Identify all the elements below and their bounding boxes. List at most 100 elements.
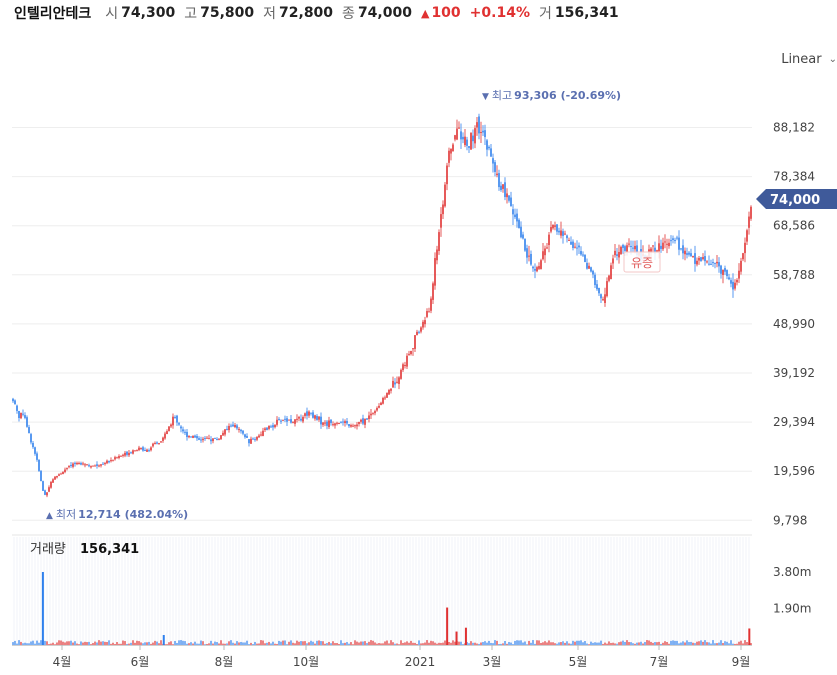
volume-bar bbox=[688, 642, 690, 645]
volume-bar bbox=[588, 644, 590, 645]
candle-body bbox=[460, 131, 462, 140]
volume-bar bbox=[86, 642, 88, 645]
candle-body bbox=[256, 436, 258, 440]
volume-bar bbox=[310, 640, 312, 645]
candle-body bbox=[498, 173, 500, 188]
candle-body bbox=[712, 262, 714, 264]
volume-bar bbox=[710, 643, 712, 645]
volume-bar bbox=[426, 640, 428, 645]
rights-offering-marker[interactable]: 유증 bbox=[623, 251, 661, 273]
volume-bar bbox=[358, 642, 360, 645]
candle-body bbox=[542, 251, 544, 260]
candle-body bbox=[40, 471, 42, 482]
candle-body bbox=[512, 209, 514, 215]
volume-bar bbox=[694, 643, 696, 645]
volume-bar bbox=[184, 641, 186, 645]
candle-body bbox=[164, 433, 166, 439]
candle-body bbox=[378, 405, 380, 408]
volume-bar bbox=[450, 642, 452, 645]
volume-bar bbox=[260, 640, 262, 645]
volume-bar bbox=[34, 643, 36, 645]
volume-bar bbox=[536, 640, 538, 645]
volume-bar bbox=[154, 640, 156, 645]
candle-body bbox=[556, 224, 558, 232]
volume-bar bbox=[506, 643, 508, 645]
candle-body bbox=[238, 428, 240, 430]
candle-body bbox=[464, 136, 466, 146]
candle-body bbox=[382, 397, 384, 404]
volume-bar bbox=[314, 643, 316, 645]
candle-body bbox=[332, 424, 334, 426]
volume-bar bbox=[474, 642, 476, 645]
volume-bar bbox=[476, 643, 478, 645]
volume-bar bbox=[238, 642, 240, 645]
volume-bar bbox=[302, 641, 304, 645]
volume-spike-bar bbox=[464, 627, 467, 645]
candle-body bbox=[260, 434, 262, 436]
volume-legend: 거래량 156,341 bbox=[30, 542, 139, 557]
volume-bar bbox=[130, 642, 132, 645]
volume-bar bbox=[150, 643, 152, 645]
volume-bar bbox=[502, 643, 504, 645]
candle-body bbox=[624, 246, 626, 251]
volume-bar bbox=[466, 642, 468, 645]
candle-body bbox=[602, 299, 604, 301]
volume-bar bbox=[660, 643, 662, 645]
candle-body bbox=[28, 427, 30, 434]
volume-bar bbox=[46, 641, 48, 645]
volume-bar bbox=[120, 643, 122, 645]
candle-body bbox=[728, 277, 730, 280]
volume-bar bbox=[76, 643, 78, 645]
volume-bar bbox=[682, 641, 684, 645]
scale-toggle-button[interactable]: Linear ⌄ bbox=[781, 52, 837, 67]
volume-bar bbox=[68, 641, 70, 645]
candle-body bbox=[58, 474, 60, 476]
candle-body bbox=[54, 476, 56, 480]
price-axis-label: 78,384 bbox=[773, 170, 815, 184]
candle-body bbox=[124, 452, 126, 456]
volume-bar bbox=[654, 642, 656, 645]
volume-bar bbox=[108, 640, 110, 645]
volume-bar bbox=[174, 640, 176, 645]
candle-body bbox=[342, 421, 344, 423]
high-label: 고 bbox=[184, 6, 198, 22]
stock-header: 인텔리안테크 시 74,300 고 75,800 저 72,800 종 74,0… bbox=[14, 3, 628, 23]
candle-body bbox=[592, 270, 594, 275]
volume-bar bbox=[78, 644, 80, 645]
price-axis-label: 19,596 bbox=[773, 464, 815, 478]
volume-bar bbox=[422, 643, 424, 645]
candle-body bbox=[454, 135, 456, 140]
candle-body bbox=[78, 462, 80, 464]
volume-bar bbox=[298, 641, 300, 645]
volume-bar bbox=[452, 640, 454, 645]
volume-bar bbox=[624, 641, 626, 645]
candle-body bbox=[334, 423, 336, 426]
candle-body bbox=[634, 245, 636, 250]
candle-body bbox=[82, 463, 84, 465]
candle-body bbox=[188, 435, 190, 438]
volume-bar bbox=[114, 644, 116, 645]
volume-bar bbox=[420, 643, 422, 645]
volume-bar bbox=[12, 642, 14, 645]
candle-body bbox=[324, 422, 326, 424]
candle-body bbox=[670, 240, 672, 242]
candle-body bbox=[216, 438, 218, 440]
current-price-tag-shape bbox=[756, 189, 837, 209]
candle-body bbox=[398, 377, 400, 384]
candle-body bbox=[20, 412, 22, 419]
candle-body bbox=[102, 463, 104, 465]
candle-body bbox=[448, 150, 450, 163]
volume-bar bbox=[250, 642, 252, 645]
candle-body bbox=[668, 242, 670, 247]
min-price-annotation: ▲ 최저 12,714 (482.04%) bbox=[46, 508, 188, 521]
candle-body bbox=[440, 214, 442, 228]
candle-body bbox=[674, 240, 676, 242]
candle-body bbox=[246, 436, 248, 438]
volume-bar bbox=[596, 642, 598, 645]
volume-bar bbox=[348, 643, 350, 645]
candle-body bbox=[158, 443, 160, 445]
candle-body bbox=[568, 239, 570, 241]
volume-bar bbox=[80, 641, 82, 645]
candle-body bbox=[214, 437, 216, 439]
